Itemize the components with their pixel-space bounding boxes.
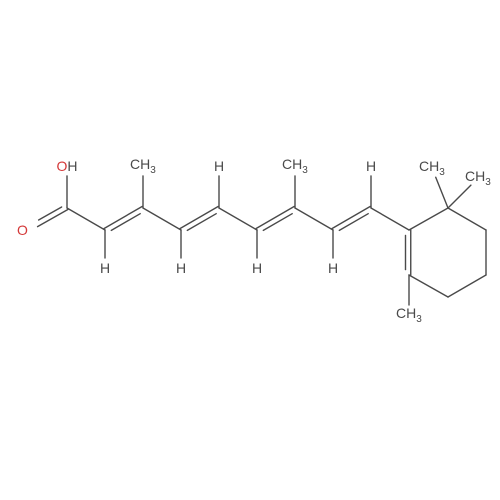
atom-label: H [176, 260, 186, 276]
atom-label: CH3 [130, 156, 156, 176]
atom-label: O [17, 222, 28, 238]
atom-label: H [366, 158, 376, 174]
atom-label: CH3 [419, 158, 445, 178]
atom-label: CH3 [396, 305, 422, 325]
molecule-diagram [0, 0, 500, 500]
atom-label: H [252, 260, 262, 276]
atom-label: CH3 [282, 156, 308, 176]
atom-label: OH [57, 158, 78, 174]
atom-label: H [214, 158, 224, 174]
atom-label: H [328, 260, 338, 276]
atom-label: H [100, 260, 110, 276]
atom-label: CH3 [465, 168, 491, 188]
